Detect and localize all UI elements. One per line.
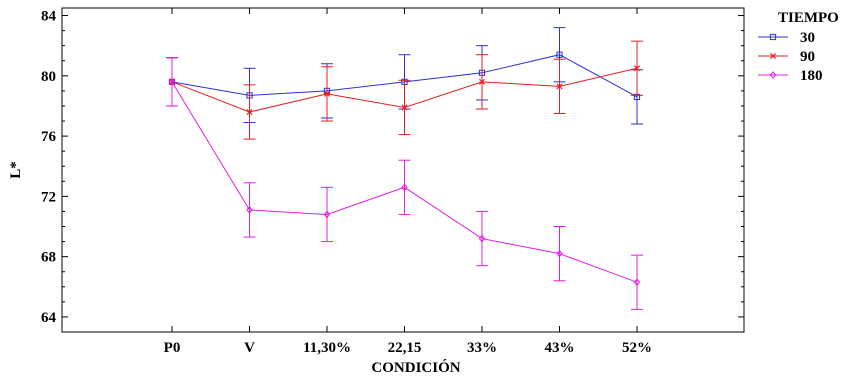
series-180 xyxy=(166,57,643,310)
data-point xyxy=(556,249,563,258)
data-point xyxy=(323,90,331,97)
series-line xyxy=(171,81,638,283)
data-point xyxy=(168,77,176,86)
x-tick-label: 33% xyxy=(467,340,497,356)
series-layer xyxy=(166,27,643,310)
legend-marker xyxy=(769,33,777,41)
legend-label: 180 xyxy=(800,68,823,84)
plot-frame xyxy=(61,7,745,333)
y-axis-ticks: 64 68 72 76 80 84 xyxy=(41,9,744,326)
legend-marker xyxy=(769,71,777,79)
data-point xyxy=(323,210,331,219)
y-tick-label: 76 xyxy=(41,129,57,145)
x-tick-label: P0 xyxy=(164,340,181,356)
x-tick-label: 52% xyxy=(622,340,652,356)
data-point xyxy=(633,278,641,287)
data-point xyxy=(556,83,563,90)
data-point xyxy=(633,65,641,72)
data-point xyxy=(478,78,486,85)
data-point xyxy=(478,234,486,243)
legend-label: 90 xyxy=(800,49,815,65)
data-point xyxy=(246,206,253,214)
x-tick-label: 11,30% xyxy=(303,340,351,356)
x-axis-ticks: P0 V 11,30% 22,15 33% 43% 52% xyxy=(164,8,652,356)
x-tick-label: V xyxy=(244,340,255,356)
x-tick-label: 22,15 xyxy=(388,340,422,356)
y-tick-label: 64 xyxy=(41,310,57,326)
y-tick-label: 68 xyxy=(41,250,56,266)
x-axis-title: CONDICIÓN xyxy=(371,359,460,376)
legend-marker xyxy=(769,52,777,60)
legend-label: 30 xyxy=(800,30,815,46)
data-point xyxy=(246,108,253,116)
y-tick-label: 80 xyxy=(41,69,56,85)
legend-title: TIEMPO xyxy=(778,10,839,26)
x-tick-label: 43% xyxy=(545,340,575,356)
y-tick-label: 72 xyxy=(41,189,56,205)
data-point xyxy=(556,51,563,58)
legend: TIEMPO 30 90 180 xyxy=(758,10,839,84)
y-tick-label: 84 xyxy=(41,9,57,25)
y-axis-title: L* xyxy=(8,161,24,179)
data-point xyxy=(401,104,408,111)
data-point xyxy=(401,183,408,192)
